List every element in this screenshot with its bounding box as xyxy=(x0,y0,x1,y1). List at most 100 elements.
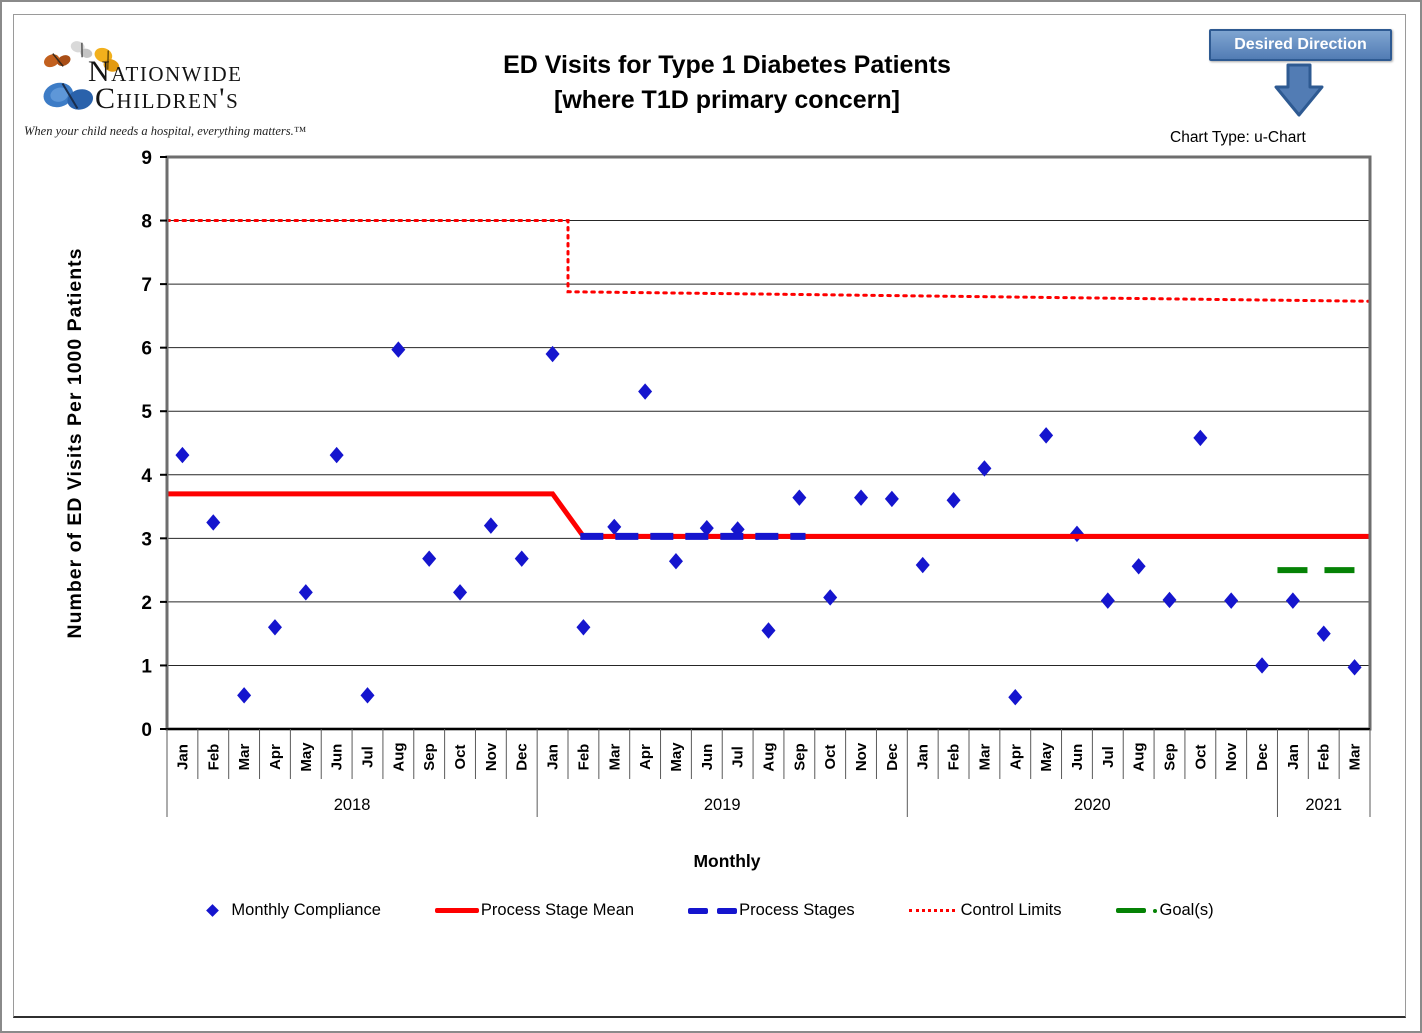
data-point-diamond xyxy=(607,518,622,536)
y-tick-label: 7 xyxy=(141,275,152,296)
month-tick-label: Nov xyxy=(853,742,870,771)
data-point-diamond xyxy=(915,556,930,574)
diamond-marker-icon xyxy=(206,904,220,917)
data-point-diamond xyxy=(1347,659,1362,676)
data-point-diamond xyxy=(699,519,714,537)
logo-name-line1: Nationwide xyxy=(88,55,243,88)
month-tick-label: May xyxy=(668,742,685,772)
legend-label: Process Stage Mean xyxy=(480,901,635,919)
month-tick-label: Dec xyxy=(1254,743,1271,771)
logo-wordmark: Nationwide Children's xyxy=(88,55,243,115)
data-point-diamond xyxy=(1039,427,1054,444)
green-dot-marker-icon xyxy=(1152,908,1157,913)
month-tick-label: Aug xyxy=(390,742,407,771)
data-point-diamond xyxy=(884,490,899,508)
y-tick-label: 8 xyxy=(141,212,152,233)
legend-label: Goal(s) xyxy=(1159,901,1214,919)
data-point-diamond xyxy=(576,619,591,636)
month-tick-label: Feb xyxy=(1316,744,1333,771)
data-point-diamond xyxy=(1224,592,1239,609)
chart-legend: Monthly Compliance Process Stage Mean Pr… xyxy=(2,901,1420,920)
month-tick-label: Nov xyxy=(1223,742,1240,771)
month-tick-label: Mar xyxy=(1347,744,1364,771)
gridlines xyxy=(167,220,1370,666)
month-tick-label: Apr xyxy=(1007,744,1024,770)
legend-item-process-stage-mean: Process Stage Mean xyxy=(434,901,635,920)
month-tick-label: Dec xyxy=(514,743,531,771)
y-tick-label: 9 xyxy=(141,148,152,169)
y-tick-label: 0 xyxy=(141,720,152,741)
month-tick-label: Jul xyxy=(1100,746,1117,768)
data-point-diamond xyxy=(1255,657,1270,674)
series-process-stage-mean xyxy=(167,491,1370,539)
month-tick-label: Jun xyxy=(699,744,716,771)
year-label: 2018 xyxy=(334,796,371,814)
data-point-diamond xyxy=(1100,592,1115,609)
month-tick-label: Oct xyxy=(452,744,469,769)
month-tick-label: Mar xyxy=(606,744,623,771)
data-point-diamond xyxy=(1193,429,1208,447)
legend-label: Process Stages xyxy=(739,901,855,919)
month-tick-label: Oct xyxy=(1192,744,1209,769)
month-tick-label: Oct xyxy=(822,744,839,769)
chart-frame xyxy=(13,14,1406,1018)
desired-direction-label: Desired Direction xyxy=(1234,36,1367,53)
blue-dash-marker-icon xyxy=(717,907,738,914)
year-label: 2019 xyxy=(704,796,741,814)
month-tick-label: Jul xyxy=(730,746,747,768)
data-point-diamond xyxy=(453,584,468,601)
x-axis-title: Monthly xyxy=(693,851,761,871)
month-tick-label: Sep xyxy=(421,743,438,771)
month-tick-label: Jun xyxy=(329,744,346,771)
month-tick-label: Feb xyxy=(575,744,592,771)
data-point-diamond xyxy=(267,619,282,636)
desired-direction-button[interactable]: Desired Direction xyxy=(1209,29,1392,61)
data-point-diamond xyxy=(854,489,869,506)
red-dotted-marker-icon xyxy=(908,909,955,912)
data-point-diamond xyxy=(1069,525,1084,543)
month-tick-label: Mar xyxy=(976,744,993,771)
logo-name-line2: Children's xyxy=(95,82,240,115)
series-monthly-compliance xyxy=(175,341,1362,706)
y-tick-label: 2 xyxy=(141,593,152,614)
data-point-diamond xyxy=(360,687,375,704)
month-tick-label: Aug xyxy=(1131,742,1148,771)
legend-item-process-stages: Process Stages xyxy=(688,901,855,920)
arrow-down-icon xyxy=(1274,63,1324,117)
month-tick-label: Jan xyxy=(915,744,932,770)
chart-title-line1: ED Visits for Type 1 Diabetes Patients xyxy=(503,51,951,79)
x-axis-months: Jan Feb Mar Apr May Jun Jul Aug Sep Oct Nov Dec Jan F… xyxy=(166,729,1371,779)
y-tick-label: 6 xyxy=(141,339,152,360)
data-point-diamond xyxy=(483,517,498,534)
chart-title-line2: [where T1D primary concern] xyxy=(554,86,900,114)
month-tick-label: Apr xyxy=(637,744,654,770)
data-point-diamond xyxy=(823,589,838,606)
month-tick-label: Sep xyxy=(1162,743,1179,771)
month-tick-label: Aug xyxy=(761,742,778,771)
data-point-diamond xyxy=(237,687,252,704)
legend-item-monthly-compliance: Monthly Compliance xyxy=(206,901,381,920)
chart-type-label: Chart Type: u-Chart xyxy=(1170,129,1306,146)
data-point-diamond xyxy=(391,341,406,358)
y-tick-label: 3 xyxy=(141,529,152,550)
data-point-diamond xyxy=(1131,558,1146,575)
year-label: 2021 xyxy=(1305,796,1342,814)
legend-label: Control Limits xyxy=(960,901,1062,919)
year-label: 2020 xyxy=(1074,796,1111,814)
month-tick-label: Jun xyxy=(1069,744,1086,771)
data-point-diamond xyxy=(638,383,653,400)
data-point-diamond xyxy=(329,446,344,464)
nationwide-childrens-logo: Nationwide Children's When your child ne… xyxy=(22,30,322,140)
axes xyxy=(165,155,1372,731)
data-point-diamond xyxy=(977,460,992,477)
data-point-diamond xyxy=(298,584,313,601)
x-axis-years: 2018 2019 2020 2021 xyxy=(166,779,1371,817)
data-point-diamond xyxy=(1162,591,1177,609)
data-point-diamond xyxy=(1316,625,1331,642)
month-tick-label: May xyxy=(1038,742,1055,772)
data-point-diamond xyxy=(514,550,529,567)
month-tick-label: Dec xyxy=(884,743,901,771)
green-dash-marker-icon xyxy=(1115,908,1146,913)
